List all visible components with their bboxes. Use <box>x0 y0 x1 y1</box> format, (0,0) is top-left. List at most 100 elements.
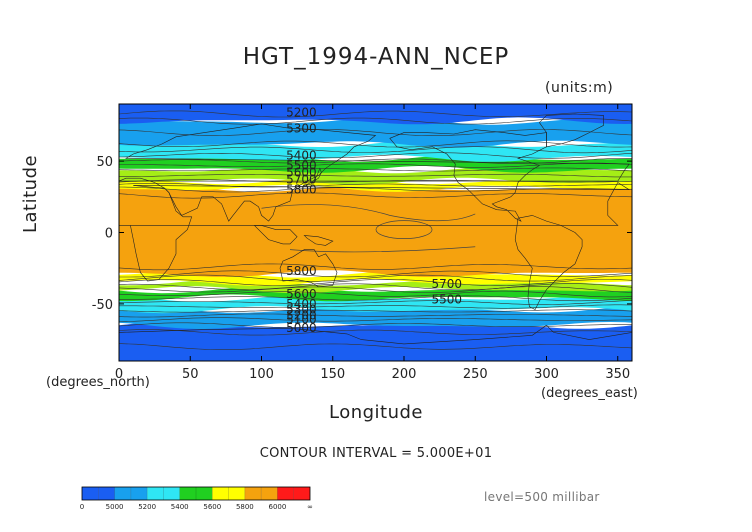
x-unit-label: (degrees_north) <box>46 375 150 390</box>
colorbar-cell <box>163 487 180 500</box>
colorbar-cell <box>196 487 213 500</box>
contour-line <box>119 110 632 118</box>
coastline <box>119 123 630 222</box>
colorbar-cell <box>244 487 262 500</box>
colorbar-frame <box>81 486 311 501</box>
colorbar-cell <box>228 487 245 500</box>
plot-area <box>119 104 632 361</box>
contour-label: 5500 <box>286 158 317 172</box>
chart-title: HGT_1994-ANN_NCEP <box>242 44 510 70</box>
colorbar-cell <box>147 487 164 500</box>
color-band <box>119 117 632 148</box>
colorbar-cell <box>293 487 310 500</box>
contour-line <box>119 183 632 188</box>
coastline <box>304 167 322 186</box>
x-tick-label: 100 <box>249 367 274 382</box>
contour-line <box>119 192 632 199</box>
x-tick-label: 50 <box>182 367 199 382</box>
color-band <box>119 104 632 125</box>
contour-line <box>119 283 632 291</box>
coastline <box>119 324 632 361</box>
coastline <box>514 215 583 311</box>
contour-line <box>119 274 632 282</box>
contour-label: 5000 <box>286 321 317 335</box>
contour-line <box>119 167 632 172</box>
y-tick-label: -50 <box>92 298 113 313</box>
colorbar-label: 5000 <box>106 503 124 511</box>
colorbar-label: 5200 <box>138 503 156 511</box>
contour-line <box>119 317 632 323</box>
contour-line <box>119 263 632 271</box>
coastline <box>539 113 604 148</box>
x-tick-label: 350 <box>605 367 630 382</box>
colorbar-cell <box>212 487 229 500</box>
coastline <box>253 225 298 245</box>
color-band <box>119 321 632 361</box>
color-band <box>119 305 632 329</box>
contour-label: 5700 <box>286 173 317 187</box>
tropical-contour <box>261 204 476 222</box>
contour-line <box>119 117 632 125</box>
colorbar-cell <box>98 487 115 500</box>
contour-label: 5600 <box>286 287 317 301</box>
contour-label: 5600 <box>286 166 317 180</box>
colorbar-cell <box>179 487 196 500</box>
contour-line <box>119 343 632 350</box>
contour-line <box>119 313 632 318</box>
contour-label: 5800 <box>286 183 317 197</box>
colorbar-cell <box>114 487 131 500</box>
colorbar-label: 5800 <box>236 503 254 511</box>
y-tick-label: 50 <box>96 155 113 170</box>
units-label: (units:m) <box>545 80 614 96</box>
contour-line <box>119 152 632 159</box>
x-tick-label: 200 <box>392 367 417 382</box>
color-band <box>119 184 632 277</box>
contour-line <box>119 304 632 309</box>
contour-line <box>119 158 632 164</box>
colorbar-cell <box>130 487 148 500</box>
contour-line <box>119 329 632 336</box>
coastline <box>119 182 631 282</box>
colorbar-label: 0 <box>80 503 84 511</box>
contour-label: 5400 <box>286 148 317 162</box>
contour-line <box>119 290 632 298</box>
level-text: level=500 millibar <box>484 490 600 504</box>
x-unit-label-right: (degrees_east) <box>541 386 638 401</box>
colorbar-cell <box>82 487 99 500</box>
contour-line <box>119 146 632 154</box>
contour-line <box>119 173 632 178</box>
contour-line <box>119 129 632 136</box>
contour-line <box>119 270 632 278</box>
contour-line <box>119 278 632 286</box>
contour-interval-text: CONTOUR INTERVAL = 5.000E+01 <box>259 446 493 461</box>
contour-label: 5200 <box>286 106 317 120</box>
contour-line <box>119 300 632 305</box>
y-tick-label: 0 <box>105 227 113 242</box>
contour-label: 5300 <box>286 121 317 135</box>
contour-label: 5800 <box>286 264 317 278</box>
color-band <box>119 294 632 314</box>
coastline <box>303 235 334 246</box>
x-tick-label: 150 <box>320 367 345 382</box>
colorbar-label: ∞ <box>307 503 313 511</box>
tropical-contour <box>289 246 476 253</box>
contour-label: 5500 <box>431 293 462 307</box>
x-tick-label: 250 <box>463 367 488 382</box>
colorbar-label: 5600 <box>203 503 221 511</box>
colorbar-cell <box>261 487 278 500</box>
color-band <box>119 140 632 162</box>
contour-label: 5700 <box>431 277 462 291</box>
contour-label: 5300 <box>286 303 317 317</box>
colorbar-cell <box>277 487 294 500</box>
x-axis-label: Longitude <box>328 402 424 423</box>
coastline <box>279 249 338 288</box>
contour-line <box>119 162 632 168</box>
x-tick-label: 300 <box>534 367 559 382</box>
contour-label: 5400 <box>286 297 317 311</box>
contour-line <box>119 295 632 302</box>
colorbar-label: 5400 <box>171 503 189 511</box>
colorbar-label: 6000 <box>269 503 287 511</box>
contour-label: 5100 <box>286 313 317 327</box>
x-tick-label: 0 <box>115 367 123 382</box>
